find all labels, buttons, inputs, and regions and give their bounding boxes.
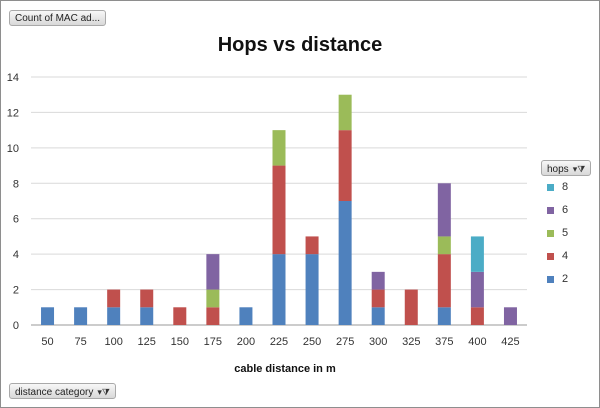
x-tick-label: 50 — [41, 336, 53, 348]
bar-segment — [272, 165, 286, 255]
legend-swatch — [547, 275, 554, 283]
bar-segment — [371, 289, 385, 308]
x-tick-label: 100 — [104, 336, 122, 348]
x-tick-label: 325 — [402, 336, 420, 348]
x-tick-label: 175 — [204, 336, 222, 348]
bar-segment — [437, 236, 451, 255]
chart-title: Hops vs distance — [217, 34, 383, 56]
values-field-button[interactable]: Count of MAC ad... — [9, 10, 107, 26]
x-tick-label: 275 — [336, 336, 354, 348]
bar-segment — [206, 307, 220, 325]
x-tick-label: 375 — [435, 336, 453, 348]
y-tick-label: 0 — [13, 320, 19, 332]
x-tick-label: 200 — [237, 336, 255, 348]
legend-item: 4 — [547, 250, 568, 262]
bar-segment — [107, 289, 121, 308]
legend-field-label: hops — [547, 164, 569, 175]
x-tick-label: 150 — [171, 336, 189, 348]
y-tick-label: 2 — [13, 285, 19, 297]
bar-segment — [338, 130, 352, 201]
y-tick-label: 10 — [7, 143, 19, 155]
x-tick-label: 425 — [501, 336, 519, 348]
y-tick-label: 14 — [7, 72, 19, 84]
bar-segment — [272, 254, 286, 325]
x-axis-ticks: 50 75 100 125 150 175 200 225 250 275 300 325 375 400… — [41, 336, 519, 348]
bar-segment — [140, 307, 154, 325]
bar-segment — [206, 254, 220, 290]
bar-segment — [437, 307, 451, 325]
bar-segment — [272, 130, 286, 166]
legend-field-button[interactable]: hops ▾⧩ — [541, 160, 592, 176]
legend-label: 4 — [562, 250, 569, 262]
bar-segment — [371, 271, 385, 290]
bar-segment — [338, 201, 352, 325]
bars — [41, 94, 517, 325]
y-tick-label: 4 — [13, 249, 19, 261]
bar-segment — [305, 254, 319, 325]
y-tick-label: 8 — [13, 178, 19, 190]
bar-segment — [371, 307, 385, 325]
bar-segment — [206, 289, 220, 308]
x-tick-label: 75 — [74, 336, 86, 348]
bar-segment — [305, 236, 319, 255]
axis-field-label: distance category — [15, 387, 94, 398]
y-tick-label: 12 — [7, 107, 19, 119]
bar-segment — [74, 307, 88, 325]
bar-segment — [41, 307, 55, 325]
bar-segment — [140, 289, 154, 308]
values-field-label: Count of MAC ad... — [15, 13, 101, 24]
bar-segment — [437, 183, 451, 237]
bar-segment — [470, 307, 484, 325]
y-axis-ticks: 0 2 4 6 8 10 12 14 — [7, 72, 19, 332]
bar-segment — [470, 271, 484, 308]
legend-label: 8 — [562, 181, 569, 193]
y-tick-label: 6 — [13, 214, 19, 226]
legend-label: 5 — [562, 227, 569, 239]
x-tick-label: 400 — [468, 336, 486, 348]
x-tick-label: 300 — [369, 336, 387, 348]
legend-item: 6 — [547, 204, 568, 216]
legend-item: 8 — [547, 181, 568, 193]
bar-segment — [107, 307, 121, 325]
legend-label: 2 — [562, 273, 569, 285]
legend-swatch — [547, 206, 554, 214]
legend-swatch — [547, 183, 554, 191]
filter-dropdown-icon: ▾⧩ — [97, 387, 110, 397]
legend-swatch — [547, 229, 554, 237]
bar-segment — [437, 254, 451, 308]
x-tick-label: 225 — [270, 336, 288, 348]
bar-segment — [470, 236, 484, 272]
x-axis-label: cable distance in m — [234, 363, 336, 375]
bar-segment — [173, 307, 187, 325]
bar-segment — [404, 289, 418, 325]
bar-segment — [239, 307, 253, 325]
bar-segment — [338, 94, 352, 131]
axis-field-button[interactable]: distance category ▾⧩ — [9, 383, 116, 399]
filter-dropdown-icon: ▾⧩ — [572, 164, 586, 174]
bar-segment — [503, 307, 517, 325]
legend-swatch — [547, 252, 554, 260]
legend-label: 6 — [562, 204, 569, 216]
x-tick-label: 250 — [303, 336, 321, 348]
x-tick-label: 125 — [138, 336, 156, 348]
legend-item: 5 — [547, 227, 568, 239]
legend-item: 2 — [547, 273, 568, 285]
